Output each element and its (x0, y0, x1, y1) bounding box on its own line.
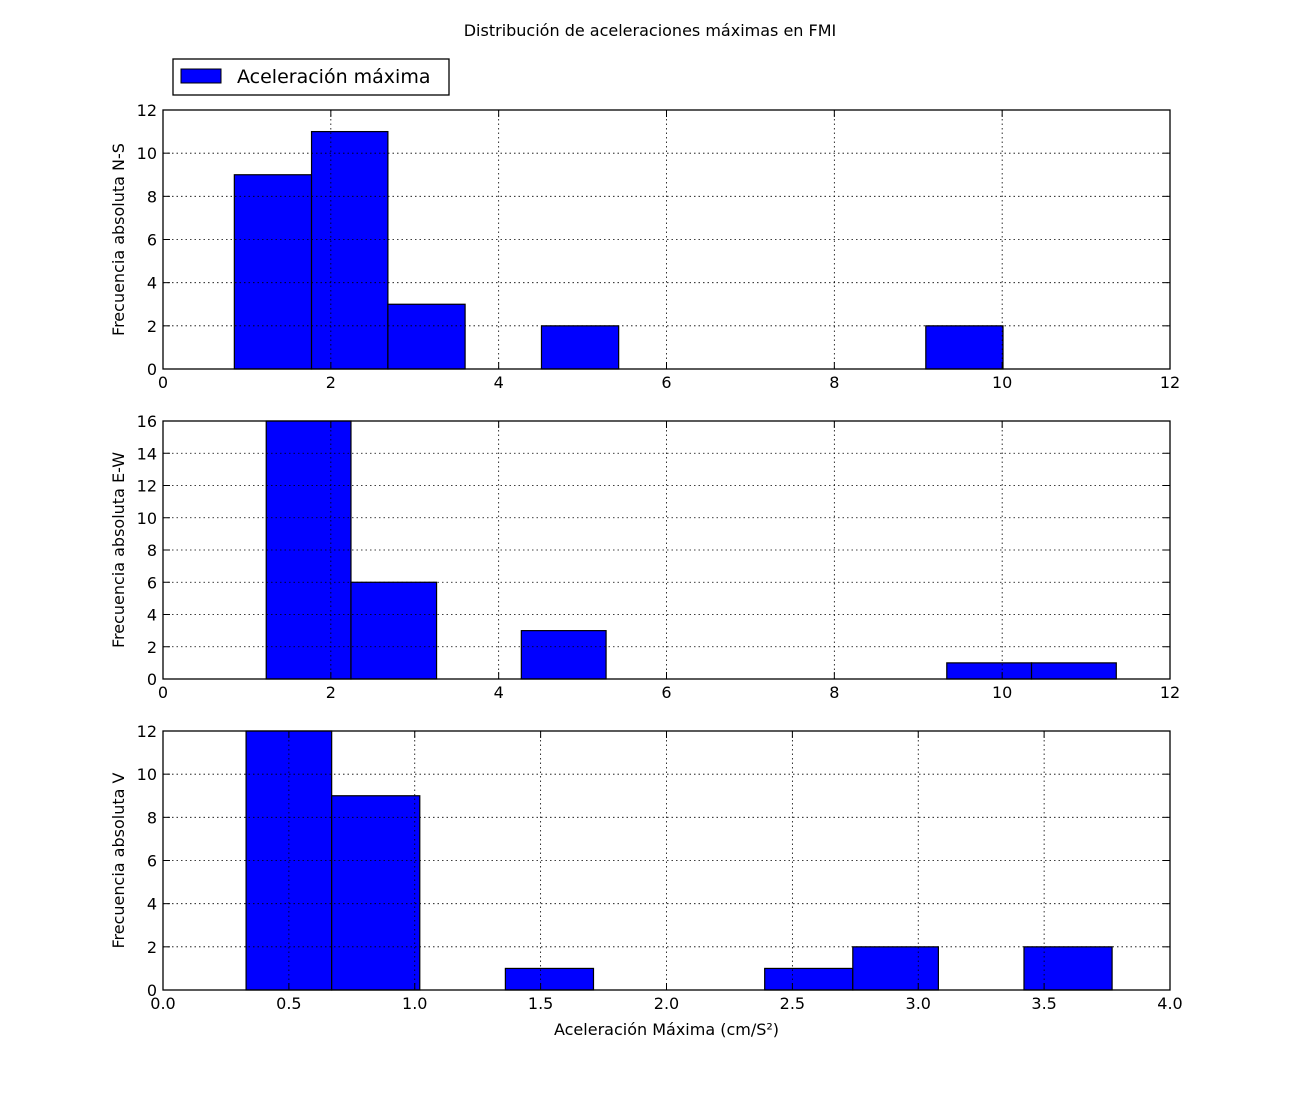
y-tick-label: 12 (137, 477, 157, 496)
y-axis-label: Frecuencia absoluta V (109, 772, 128, 948)
x-axis-label: Aceleración Máxima (cm/S²) (554, 1020, 779, 1039)
y-tick-label: 12 (137, 722, 157, 741)
y-tick-label: 2 (147, 317, 157, 336)
x-tick-label: 2.0 (654, 994, 679, 1013)
x-tick-label: 0.0 (150, 994, 175, 1013)
panel-1: 0 2 4 6 8 10 12 0 2 4 6 8 10 12 Frecuencia absoluta N-… (109, 101, 1180, 392)
y-tick-label: 2 (147, 638, 157, 657)
histogram-bar (331, 795, 421, 991)
x-tick-label: 2 (326, 373, 336, 392)
y-tick-label: 0 (147, 360, 157, 379)
y-tick-label: 10 (137, 144, 157, 163)
x-tick-label: 0.5 (276, 994, 301, 1013)
x-tick-label: 12 (1160, 683, 1180, 702)
x-tick-label: 10 (992, 683, 1012, 702)
x-tick-label: 3.5 (1031, 994, 1056, 1013)
histogram-bar (387, 303, 466, 370)
x-tick-label: 8 (829, 683, 839, 702)
y-tick-label: 10 (137, 509, 157, 528)
y-tick-label: 4 (147, 606, 157, 625)
x-tick-label: 6 (661, 373, 671, 392)
y-axis-label: Frecuencia absoluta E-W (109, 452, 128, 648)
histogram-bar (852, 946, 939, 991)
y-tick-label: 4 (147, 274, 157, 293)
x-tick-label: 2 (326, 683, 336, 702)
y-tick-label: 12 (137, 101, 157, 120)
histogram-bar (1023, 946, 1113, 991)
y-tick-label: 16 (137, 412, 157, 431)
x-tick-label: 1.0 (402, 994, 427, 1013)
y-tick-label: 6 (147, 573, 157, 592)
y-tick-label: 6 (147, 231, 157, 250)
histogram-bar (520, 630, 607, 680)
x-tick-label: 8 (829, 373, 839, 392)
y-tick-label: 8 (147, 541, 157, 560)
x-tick-label: 0 (158, 373, 168, 392)
y-tick-label: 4 (147, 895, 157, 914)
histogram-bar (1030, 662, 1117, 680)
x-tick-label: 3.0 (906, 994, 931, 1013)
panel-3: 0.0 0.5 1.0 1.5 2.0 2.5 3.0 3.5 4.0 0 2 4 6 8 10 12 Frec… (109, 722, 1183, 1039)
y-tick-label: 0 (147, 670, 157, 689)
histogram-bar (310, 130, 389, 370)
histogram-bar (350, 581, 438, 680)
histogram-bar (764, 967, 854, 991)
x-tick-label: 10 (992, 373, 1012, 392)
y-tick-label: 10 (137, 765, 157, 784)
legend-swatch (180, 68, 222, 84)
histogram-panels: 0 2 4 6 8 10 12 0 2 4 6 8 10 12 Frecuencia absoluta N-… (109, 101, 1183, 1039)
y-tick-label: 8 (147, 187, 157, 206)
x-tick-label: 4 (494, 373, 504, 392)
y-axis-label: Frecuencia absoluta N-S (109, 143, 128, 336)
x-tick-label: 2.5 (780, 994, 805, 1013)
y-tick-label: 6 (147, 852, 157, 871)
x-tick-label: 1.5 (528, 994, 553, 1013)
histogram-bar (925, 325, 1004, 370)
figure-title: Distribución de aceleraciones máximas en… (464, 21, 837, 40)
histogram-bar (540, 325, 620, 370)
y-tick-label: 0 (147, 981, 157, 1000)
x-tick-label: 4.0 (1157, 994, 1182, 1013)
x-tick-label: 6 (661, 683, 671, 702)
y-tick-label: 14 (137, 444, 157, 463)
legend-label: Aceleración máxima (237, 66, 430, 88)
histogram-bar (233, 174, 313, 370)
x-tick-label: 12 (1160, 373, 1180, 392)
y-tick-label: 2 (147, 938, 157, 957)
histogram-bar (265, 420, 352, 680)
y-tick-label: 8 (147, 808, 157, 827)
x-tick-label: 0 (158, 683, 168, 702)
x-tick-label: 4 (494, 683, 504, 702)
panel-2: 0 2 4 6 8 10 12 0 2 4 6 8 10 12 14 16 Frecuencia absolut… (109, 412, 1180, 702)
legend: Aceleración máxima (172, 58, 450, 96)
histogram-bar (504, 967, 595, 991)
histogram-bar (946, 662, 1033, 680)
